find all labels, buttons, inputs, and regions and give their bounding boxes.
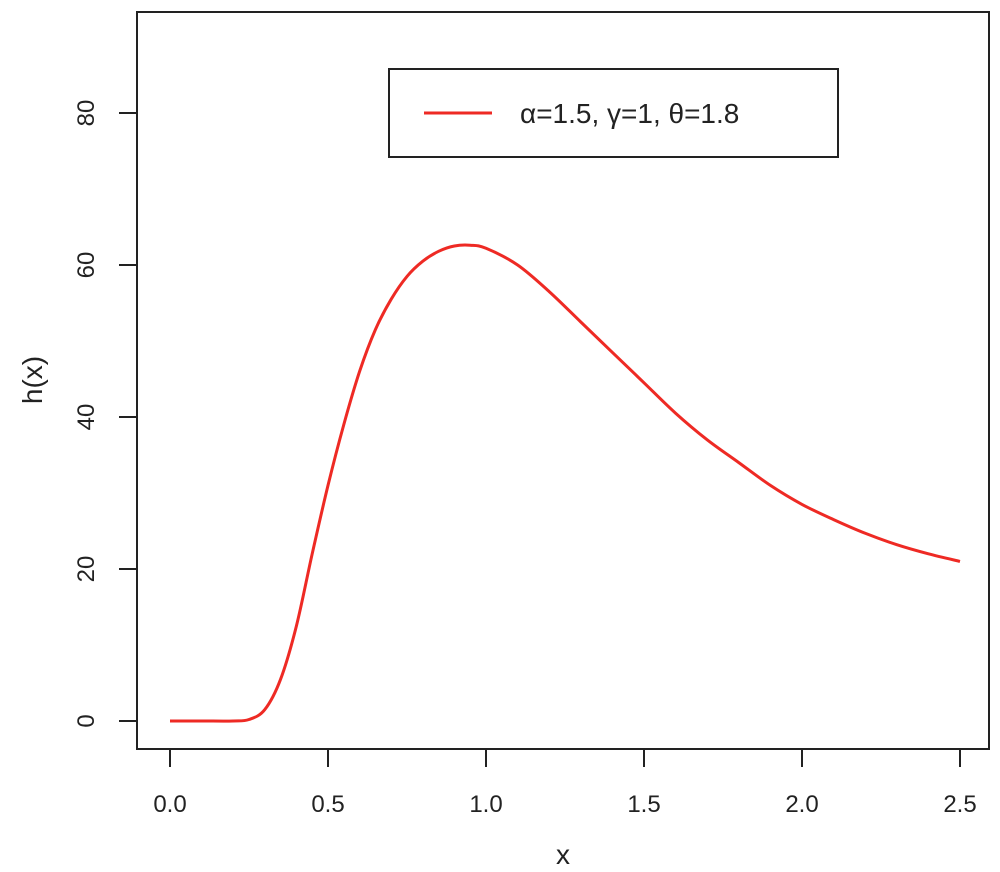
series-layer bbox=[170, 243, 961, 723]
x-tick-label: 2.0 bbox=[785, 791, 818, 818]
x-axis-title: x bbox=[556, 839, 570, 870]
x-axis: 0.0 0.5 1.0 1.5 2.0 2.5 bbox=[153, 748, 977, 818]
y-tick-label: 40 bbox=[73, 404, 100, 431]
legend-label: α=1.5, γ=1, θ=1.8 bbox=[520, 98, 739, 129]
x-tick-label: 1.0 bbox=[469, 791, 502, 818]
legend: α=1.5, γ=1, θ=1.8 bbox=[388, 68, 839, 158]
x-tick-label: 1.5 bbox=[627, 791, 660, 818]
y-tick-label: 60 bbox=[73, 252, 100, 279]
series-line bbox=[170, 243, 961, 723]
y-tick-label: 0 bbox=[73, 714, 100, 727]
x-tick-label: 0.5 bbox=[311, 791, 344, 818]
x-tick-label: 0.0 bbox=[153, 791, 186, 818]
y-axis: 0 20 40 60 80 bbox=[73, 100, 138, 728]
x-tick-label: 2.5 bbox=[943, 791, 976, 818]
y-tick-label: 20 bbox=[73, 556, 100, 583]
y-tick-label: 80 bbox=[73, 100, 100, 127]
y-axis-title: h(x) bbox=[17, 356, 48, 404]
